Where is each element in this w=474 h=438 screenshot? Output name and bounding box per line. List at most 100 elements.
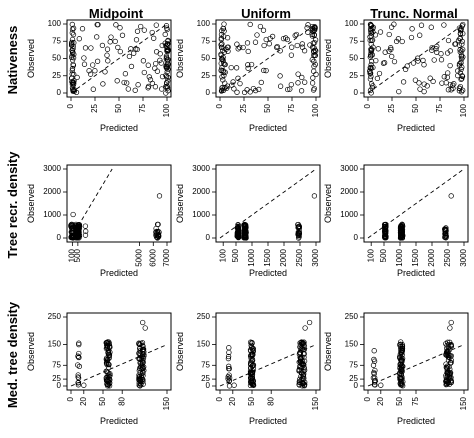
data-point — [237, 80, 243, 87]
data-point — [226, 363, 232, 369]
plot-frame — [66, 164, 172, 243]
data-point — [228, 64, 234, 71]
data-point — [159, 73, 166, 80]
plot-frame — [215, 312, 321, 391]
data-point — [164, 61, 170, 68]
data-point — [104, 46, 111, 52]
data-point — [153, 60, 159, 67]
x-tick-label: 50 — [114, 103, 123, 112]
x-tick-label: 25 — [239, 103, 248, 112]
x-tick-label: 0 — [66, 103, 75, 108]
data-point — [382, 228, 388, 235]
data-point — [224, 83, 231, 89]
data-point — [305, 29, 311, 35]
data-point — [163, 80, 170, 86]
data-point — [398, 381, 404, 387]
data-point — [225, 374, 231, 380]
data-point — [367, 34, 373, 40]
data-point — [79, 26, 86, 32]
data-point — [460, 30, 466, 37]
data-point — [226, 349, 232, 356]
data-point — [242, 233, 248, 240]
data-point — [311, 49, 317, 55]
data-point — [277, 83, 284, 89]
data-point — [240, 44, 246, 51]
data-point — [225, 353, 232, 360]
data-point — [448, 341, 454, 348]
data-point — [455, 37, 462, 44]
identity-line — [219, 168, 317, 239]
y-tick-label: 150 — [345, 340, 359, 349]
data-point — [389, 53, 395, 60]
data-point — [398, 356, 404, 363]
data-point — [82, 232, 89, 238]
data-point — [69, 36, 76, 43]
data-point — [459, 75, 465, 82]
data-point — [298, 88, 305, 94]
data-point — [70, 25, 77, 31]
data-point — [159, 86, 165, 92]
plot-frame — [66, 312, 172, 391]
y-tick-label: 75 — [349, 36, 358, 45]
data-point — [447, 62, 453, 69]
data-point — [400, 223, 406, 229]
data-point — [309, 57, 315, 63]
data-point — [70, 211, 76, 218]
data-point — [70, 82, 77, 88]
data-point — [397, 364, 403, 370]
y-tick-label: 2000 — [43, 187, 61, 196]
y-tick-label: 75 — [52, 36, 61, 45]
data-point — [383, 234, 389, 240]
data-point — [443, 80, 449, 86]
data-point — [443, 377, 450, 384]
y-tick-label: 150 — [48, 340, 62, 349]
data-point — [397, 354, 403, 360]
data-point — [409, 26, 415, 32]
data-point — [402, 66, 409, 73]
data-point — [137, 351, 143, 358]
data-point — [299, 41, 305, 47]
data-point — [277, 48, 283, 54]
data-point — [105, 372, 111, 378]
data-point — [438, 51, 444, 57]
data-point — [298, 359, 304, 365]
column-header-uniform: Uniform — [241, 6, 291, 21]
data-point — [157, 57, 163, 63]
data-point — [294, 42, 300, 49]
data-point — [104, 339, 110, 346]
data-point — [301, 365, 307, 371]
data-point — [69, 42, 75, 48]
x-tick-label: 100 — [218, 248, 227, 262]
y-tick-label: 50 — [201, 54, 210, 63]
data-point — [284, 36, 291, 43]
data-point — [438, 57, 445, 63]
x-tick-label: 20 — [79, 396, 88, 405]
data-point — [76, 36, 82, 42]
data-point — [68, 222, 74, 228]
x-tick-label: 75 — [287, 103, 296, 112]
x-tick-label: 100 — [162, 103, 171, 117]
data-point — [226, 378, 232, 384]
data-point — [226, 365, 233, 372]
data-point — [298, 373, 304, 380]
data-point — [140, 319, 146, 326]
identity-line — [70, 344, 168, 387]
data-point — [86, 68, 92, 74]
data-point — [218, 42, 224, 48]
data-point — [397, 376, 403, 382]
data-point — [444, 74, 451, 80]
data-point — [249, 358, 255, 364]
data-point — [297, 376, 303, 382]
data-point — [71, 87, 77, 94]
x-tick-label: 100 — [459, 103, 468, 117]
data-point — [249, 340, 255, 346]
data-point — [142, 325, 148, 331]
data-point — [99, 42, 106, 49]
data-point — [134, 28, 141, 34]
y-tick-label: 75 — [349, 360, 358, 369]
data-point — [391, 58, 398, 65]
x-tick-label: 20 — [376, 396, 385, 405]
data-point — [458, 76, 464, 83]
data-point — [434, 43, 440, 50]
